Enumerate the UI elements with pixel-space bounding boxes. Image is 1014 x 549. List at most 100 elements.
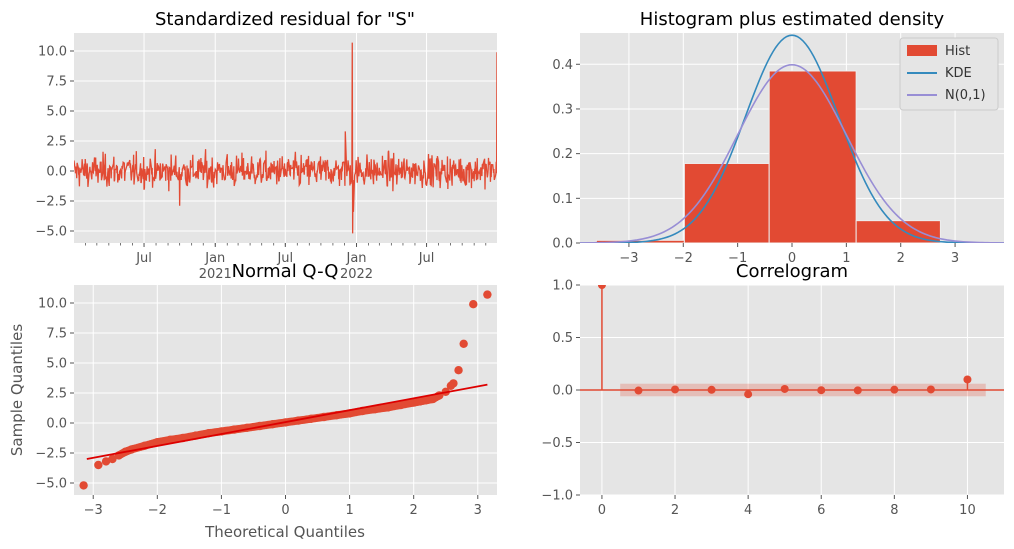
y-tick-label: 0.5 <box>552 331 573 346</box>
qq-point <box>165 435 175 444</box>
x-tick-label: 0 <box>788 251 796 266</box>
correlogram-panel: 0 2 4 6 8 10 −1.0 −0.5 0.0 0.5 1.0 Correlogram <box>541 261 1004 518</box>
acf-marker <box>853 386 862 395</box>
y-tick-label: 0.0 <box>552 384 573 399</box>
x-tick-label: −1 <box>728 251 747 266</box>
x-tick-label: Jul <box>418 251 435 266</box>
qq-point <box>454 366 463 375</box>
y-tick-label: 0.4 <box>552 58 573 73</box>
chart-title: Correlogram <box>736 261 848 282</box>
x-tick-label: 1 <box>345 503 353 518</box>
legend: Hist KDE N(0,1) <box>899 37 999 111</box>
acf-marker <box>671 385 680 394</box>
y-tick-label: 2.5 <box>46 135 67 150</box>
x-tick-label: 6 <box>817 503 825 518</box>
residual-line <box>74 42 497 234</box>
acf-marker <box>744 390 753 399</box>
qq-point <box>469 300 478 309</box>
kde-curve <box>580 34 1004 243</box>
qq-marks <box>79 290 492 490</box>
y-tick-label: 0.2 <box>552 147 573 162</box>
qq-point <box>428 394 438 404</box>
y-axis-ticks: −5.0 −2.5 0.0 2.5 5.0 7.5 10.0 <box>35 45 74 240</box>
qq-point <box>108 454 117 464</box>
acf-marker <box>926 385 935 394</box>
x-axis-ticks: 0 2 4 6 8 10 <box>598 495 976 518</box>
x-tick-label: 0 <box>281 503 289 518</box>
x-tick-label: −3 <box>84 503 103 518</box>
qq-point <box>459 339 468 348</box>
x-tick-label: 3 <box>951 251 959 266</box>
x-tick-label: −2 <box>148 503 167 518</box>
normal-density-curve <box>580 63 1004 243</box>
qq-point <box>153 438 162 447</box>
x-tick-label: −3 <box>619 251 638 266</box>
y-tick-label: 0.3 <box>552 102 573 117</box>
x-tick-label: 10 <box>959 503 976 518</box>
qq-point <box>415 397 425 406</box>
histogram-panel: −3 −2 −1 0 1 2 3 0.0 0.1 0.2 0.3 0.4 Hist KDE N(0,… <box>552 9 1004 266</box>
qq-point <box>483 290 492 299</box>
legend-swatch-hist <box>907 45 937 56</box>
x-tick-label: 2 <box>897 251 905 266</box>
y-tick-label: 0.0 <box>46 165 67 180</box>
x-tick-label: 8 <box>890 503 898 518</box>
x-tick-label: Jan <box>345 251 366 266</box>
qq-point <box>101 457 111 466</box>
y-tick-label: 0.1 <box>552 192 573 207</box>
chart-title: Normal Q-Q <box>232 261 339 282</box>
x-axis-ticks: −3 −2 −1 0 1 2 3 <box>619 243 959 266</box>
y-tick-label: −2.5 <box>35 195 67 210</box>
x-tick-label: 2 <box>410 503 418 518</box>
residual-series <box>74 42 497 234</box>
x-axis-ticks: −3 −2 −1 0 1 2 3 <box>84 495 482 518</box>
acf-marker <box>634 386 643 395</box>
x-tick-label: −1 <box>212 503 231 518</box>
y-tick-label: 5.0 <box>46 105 67 120</box>
legend-label-normal: N(0,1) <box>945 88 986 103</box>
y-axis-ticks: 0.0 0.1 0.2 0.3 0.4 <box>552 58 580 252</box>
chart-title: Histogram plus estimated density <box>640 9 945 30</box>
y-tick-label: −5.0 <box>35 477 67 492</box>
qq-point <box>371 405 380 414</box>
x-tick-label: 1 <box>842 251 850 266</box>
y-tick-label: −1.0 <box>541 489 573 504</box>
x-tick-label: −2 <box>674 251 693 266</box>
y-tick-label: 0.0 <box>46 417 67 432</box>
x-tick-label: 4 <box>744 503 752 518</box>
acf-marker <box>817 386 826 395</box>
y-tick-label: 7.5 <box>46 75 67 90</box>
x-axis-label: Theoretical Quantiles <box>204 523 365 541</box>
qq-point <box>409 398 418 407</box>
x-tick-year-label: 2021 <box>199 267 232 282</box>
y-tick-label: 10.0 <box>38 45 67 60</box>
x-tick-label: 3 <box>474 503 482 518</box>
x-tick-year-label: 2022 <box>340 267 373 282</box>
qq-point <box>396 400 406 410</box>
qq-point <box>383 403 393 412</box>
correlogram-marks <box>580 285 1004 399</box>
y-tick-label: 5.0 <box>46 357 67 372</box>
x-tick-label: 2 <box>671 503 679 518</box>
x-tick-label: Jul <box>276 251 293 266</box>
acf-marker <box>963 375 972 384</box>
y-axis-label: Sample Quantiles <box>8 324 26 456</box>
y-tick-label: 1.0 <box>552 279 573 294</box>
x-tick-label: 0 <box>598 503 606 518</box>
y-tick-label: 7.5 <box>46 327 67 342</box>
qq-point <box>422 396 431 405</box>
histogram-marks <box>580 34 1004 243</box>
chart-title: Standardized residual for "S" <box>155 9 415 30</box>
acf-marker <box>780 384 789 393</box>
y-tick-label: 10.0 <box>38 297 67 312</box>
qq-reference-line <box>86 383 488 460</box>
acf-marker <box>890 385 899 394</box>
normal-qq-panel: −3 −2 −1 0 1 2 3 −5.0 −2.5 0.0 2.5 5.0 7.5 10.0 Theo… <box>8 261 497 541</box>
y-tick-label: −2.5 <box>35 447 67 462</box>
legend-label-hist: Hist <box>945 44 970 59</box>
acf-marker <box>707 385 716 394</box>
qq-point <box>94 460 103 470</box>
y-tick-label: 2.5 <box>46 387 67 402</box>
